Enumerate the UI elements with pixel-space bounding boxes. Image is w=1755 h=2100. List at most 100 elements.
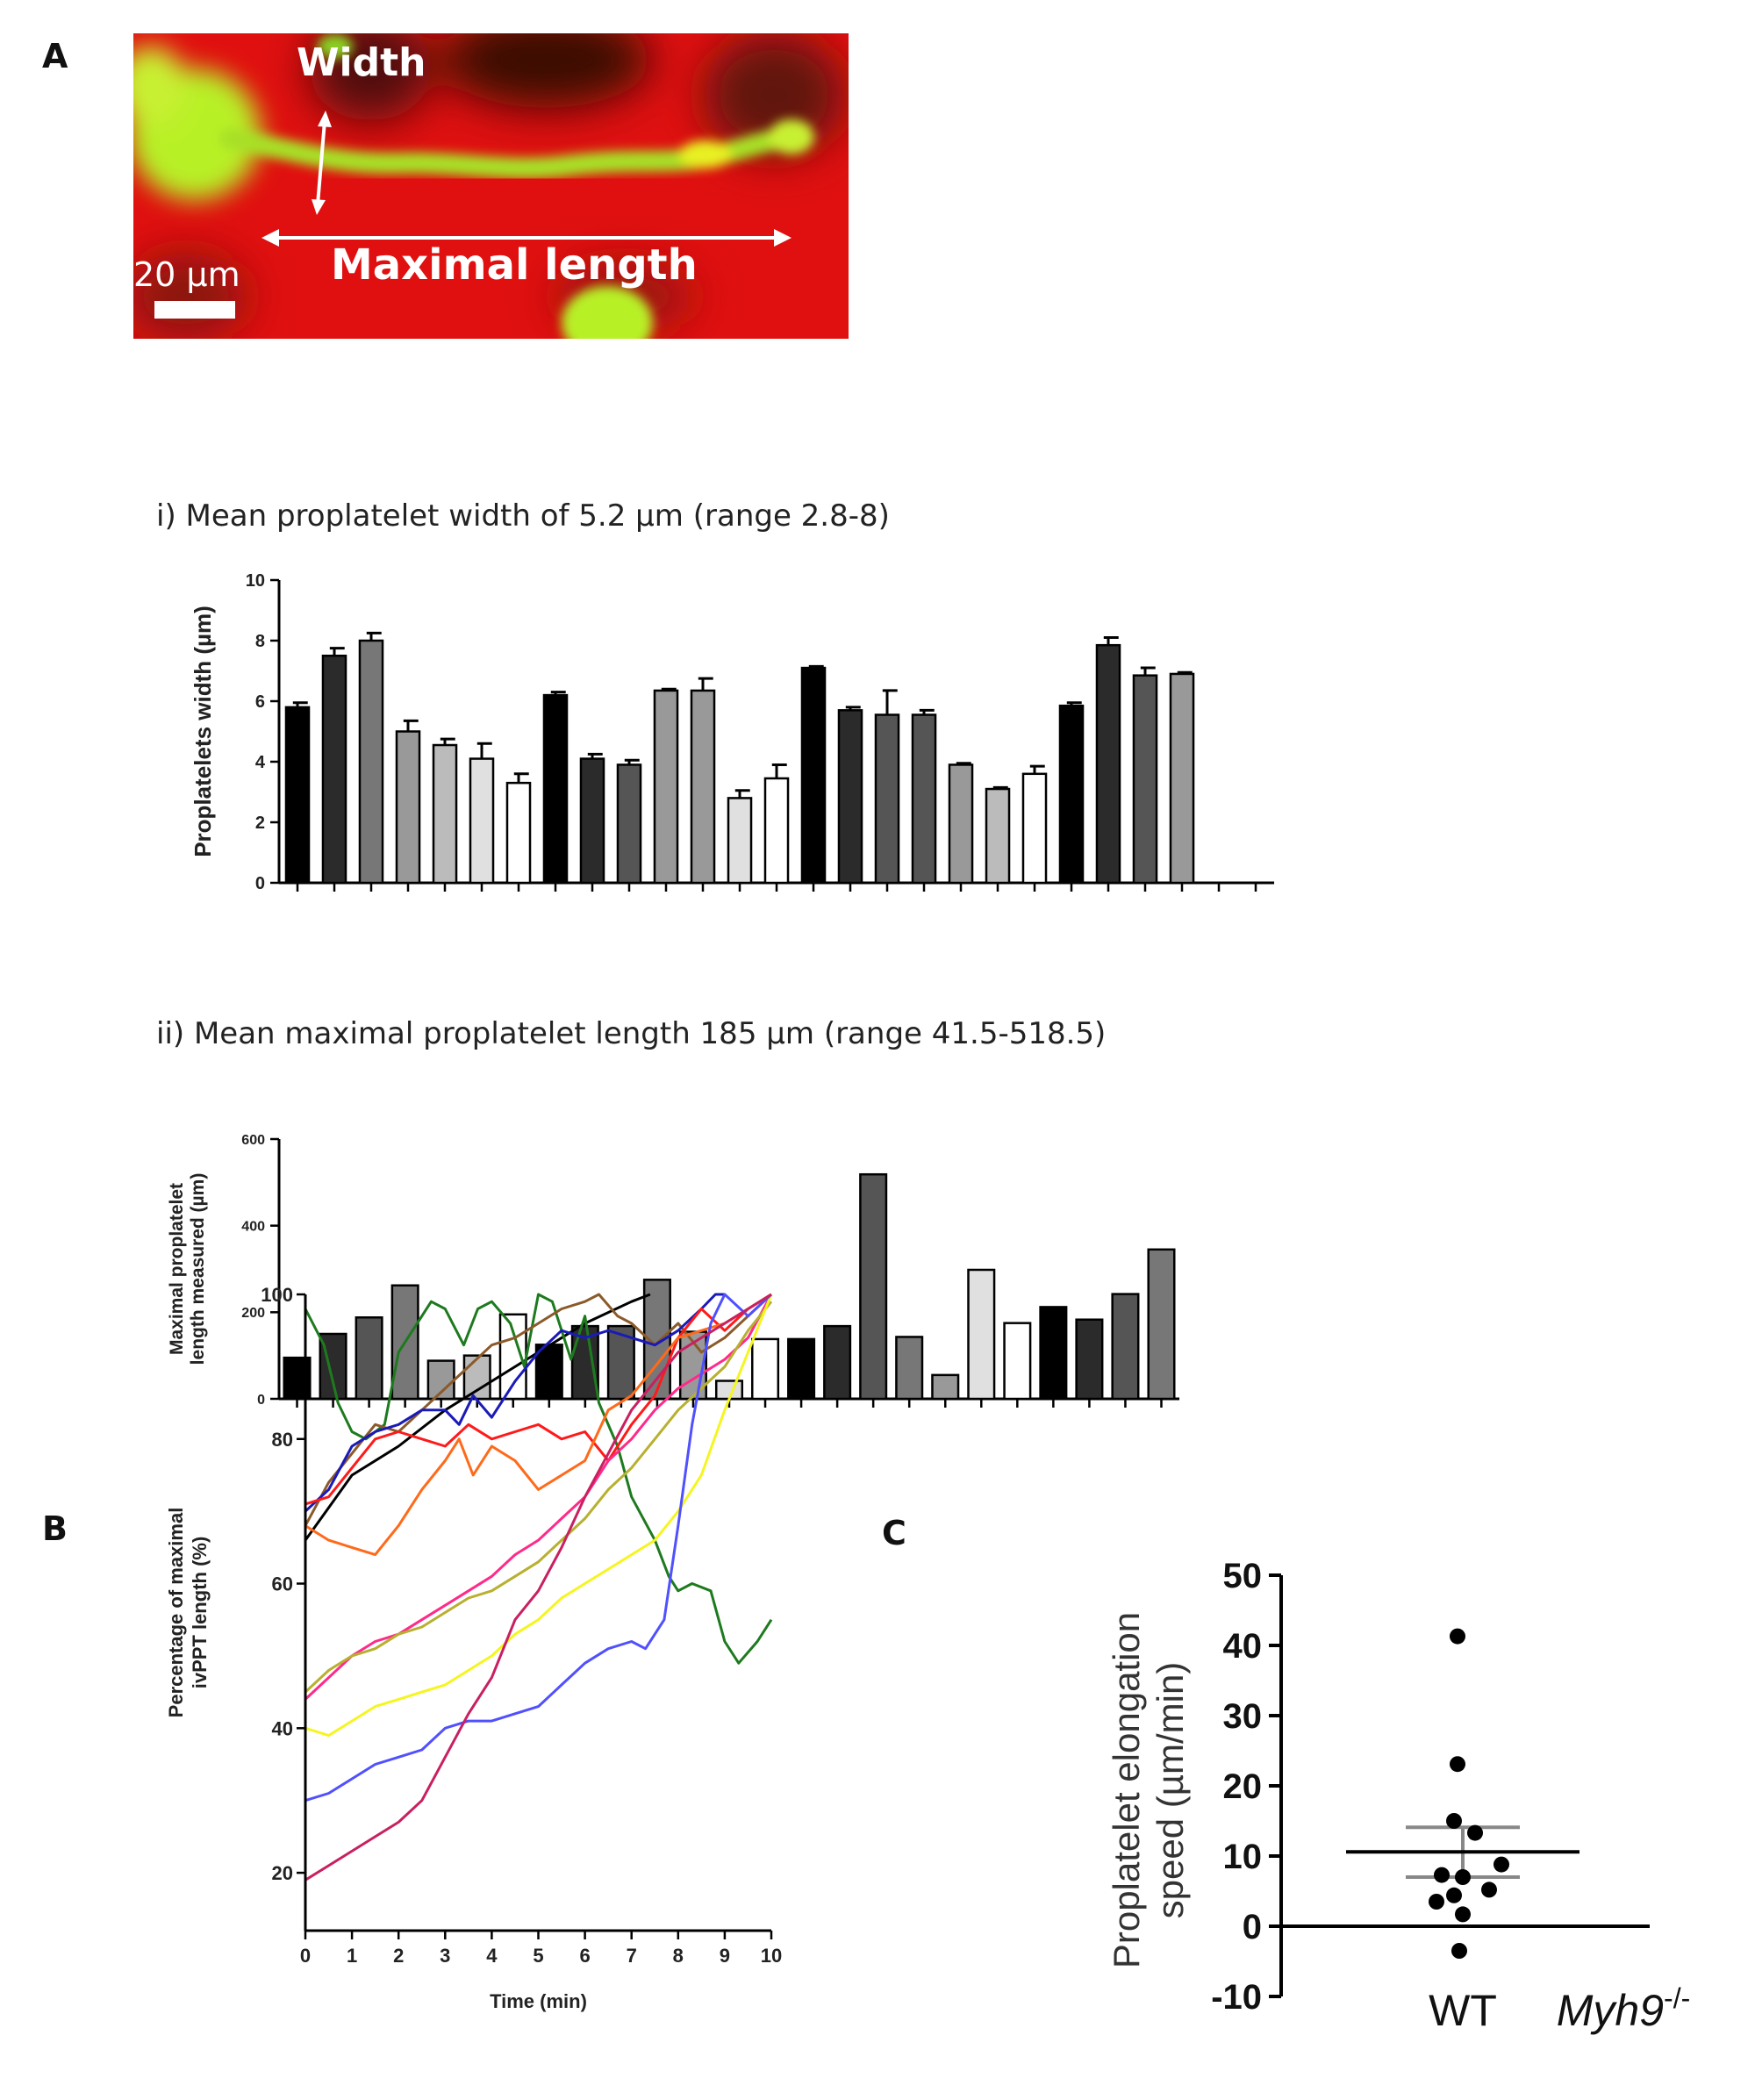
y-axis-label: length measured (µm) [188,1173,208,1365]
width-annotation: Width [297,40,426,85]
width-chart-subtitle: i) Mean proplatelet width of 5.2 µm (ran… [156,498,890,534]
bar [800,666,827,885]
y-tick-label: 4 [255,753,266,772]
series-line-olive [304,1301,773,1694]
series-line-orange [304,1293,772,1557]
y-tick-label: 8 [255,632,265,651]
y-tick-label: 40 [1223,1627,1263,1666]
bar [1147,1248,1176,1401]
y-tick-label: 400 [241,1219,265,1234]
proplatelet-shaft [219,119,814,179]
bar [462,1354,491,1401]
bar [727,797,753,885]
y-axis-label: speed (µm/min) [1150,1662,1191,1919]
x-tick-label: 6 [579,1945,590,1967]
length-arrow [261,229,792,247]
bar [985,787,1011,885]
bar [931,1373,960,1401]
chart-speed: -10 0 10 20 30 40 50 WT Myh9-/- Proplatelet elong… [1106,1557,1690,2035]
width-arrow [312,111,332,215]
category-label-wt: WT [1429,1986,1497,2035]
y-axis-label: Proplatelets width (µm) [190,606,216,857]
y-tick-label: 0 [257,1393,265,1408]
series-line-pink [304,1294,773,1701]
bar [1132,674,1158,885]
x-axis-label: Time (min) [490,1990,587,2012]
data-point [1467,1824,1483,1841]
y-tick-label: 6 [255,692,265,712]
bar [1111,1293,1140,1401]
chart-elongation: 20 40 60 80 100 0 1 2 3 4 5 6 7 8 9 10 Time (min) Percent… [165,1284,782,2012]
x-tick-label: 2 [393,1945,404,1967]
y-axis-label: Percentage of maximal [165,1508,187,1718]
bar [837,709,863,885]
y-tick-label: -10 [1211,1978,1262,2017]
category-label-myh9: Myh9-/- [1557,1982,1690,2035]
data-point [1494,1856,1509,1873]
y-axis-label: ivPPT length (%) [189,1537,211,1689]
x-tick-label: 8 [673,1945,684,1967]
panel-label-b: B [42,1509,68,1548]
bar [542,693,569,885]
y-tick-label: 60 [272,1573,293,1595]
bar [505,781,532,885]
y-tick-label: 30 [1223,1697,1263,1736]
y-tick-label: 0 [255,874,265,893]
x-tick-label: 9 [720,1945,730,1967]
bar [948,763,974,885]
bar [895,1336,924,1401]
data-point [1481,1881,1497,1898]
x-tick-label: 0 [300,1945,311,1967]
megakaryocyte-body [133,47,261,200]
bar [1169,672,1195,885]
bar [1039,1306,1068,1401]
bar [653,689,679,885]
bar [967,1268,996,1401]
bar [579,757,605,885]
bar [751,1337,780,1401]
bar [321,655,347,885]
y-axis-label: Maximal proplatelet [167,1183,187,1355]
x-tick-label: 7 [627,1945,637,1967]
bar [763,777,790,885]
panel-label-c: C [882,1514,906,1552]
data-point [1429,1894,1444,1910]
y-tick-label: 40 [272,1717,293,1739]
platelet-blob [318,34,653,339]
series-line-magenta [304,1293,772,1881]
x-tick-label: 10 [761,1945,782,1967]
bar [1075,1318,1104,1401]
data-point [1451,1943,1467,1959]
scale-bar-label: 20 µm [133,255,240,294]
x-tick-label: 1 [347,1945,357,1967]
data-point [1434,1867,1450,1883]
bar [284,706,311,885]
scale-bar [154,301,235,319]
bar [616,763,642,885]
y-tick-label: 0 [1243,1908,1262,1946]
bar [1021,772,1048,885]
y-tick-label: 600 [241,1133,265,1148]
bar [787,1337,816,1401]
y-tick-label: 2 [255,813,265,833]
panel-label-a: A [42,37,68,75]
bar [874,713,900,885]
x-tick-label: 5 [533,1945,543,1967]
data-point [1455,1869,1471,1885]
length-chart-subtitle: ii) Mean maximal proplatelet length 185 … [156,1016,1107,1051]
bar [823,1324,852,1401]
maximal-length-annotation: Maximal length [331,240,698,290]
bar [911,713,937,885]
y-tick-label: 10 [246,571,265,591]
y-tick-label: 10 [1223,1838,1263,1876]
bar [469,757,495,885]
category-suffix: -/- [1664,1982,1690,2014]
bar [534,1344,563,1401]
bar [1003,1322,1032,1401]
series-line-red [304,1293,772,1506]
x-tick-label: 4 [486,1945,498,1967]
bar [395,730,421,885]
chart-length: 0 200 400 600 Maximal proplatelet length meas… [167,1133,1179,1408]
bar [859,1172,888,1401]
